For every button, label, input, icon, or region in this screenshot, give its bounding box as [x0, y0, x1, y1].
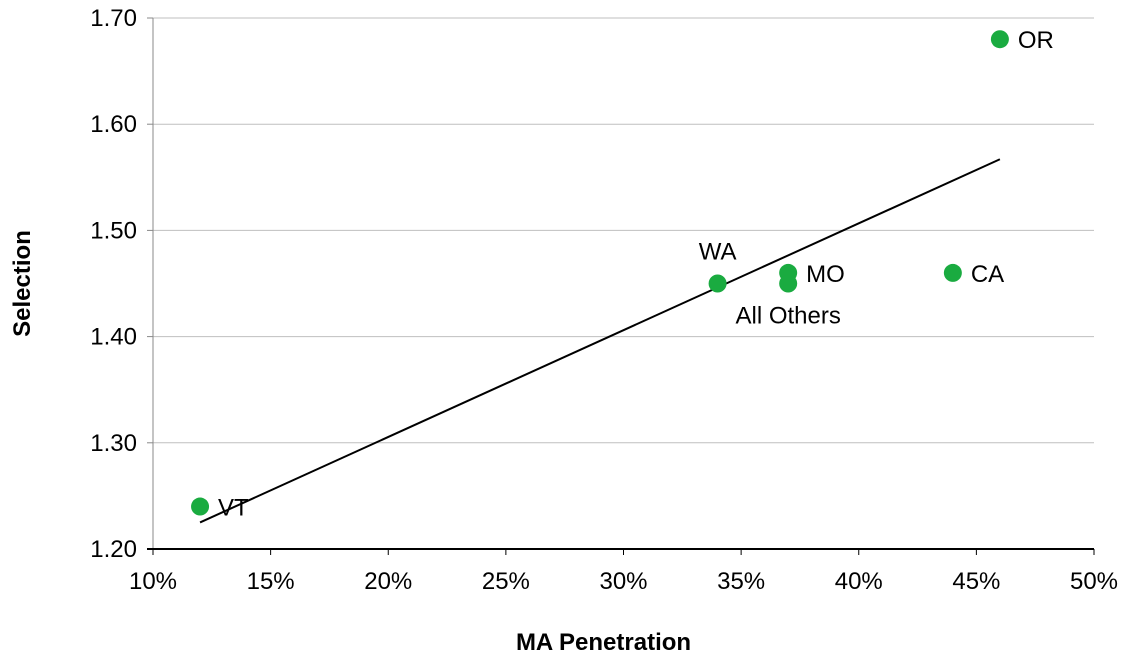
x-tick-labels: 10% 15% 20% 25% 30% 35% 40% 45% 50% — [129, 549, 1118, 595]
x-tick-label: 35% — [717, 568, 765, 595]
data-point-vt — [191, 497, 210, 516]
x-tick-label: 25% — [482, 568, 530, 595]
x-tick-label: 20% — [364, 568, 412, 595]
data-point-or — [990, 30, 1009, 49]
y-tick-label: 1.70 — [90, 5, 137, 32]
trendline — [199, 158, 1001, 524]
x-axis-title: MA Penetration — [516, 629, 691, 656]
data-point-wa — [708, 274, 727, 293]
y-axis-title: Selection — [9, 230, 36, 337]
point-labels: VT WA MO All Others CA OR — [218, 27, 1054, 521]
point-label: All Others — [735, 303, 840, 330]
x-tick-label: 50% — [1070, 568, 1118, 595]
point-label: CA — [971, 261, 1004, 288]
point-label: OR — [1018, 27, 1054, 54]
data-point-ca — [943, 263, 962, 282]
y-tick-label: 1.20 — [90, 536, 137, 563]
point-label: WA — [699, 239, 737, 266]
y-tick-label: 1.30 — [90, 430, 137, 457]
y-tick-label: 1.40 — [90, 324, 137, 351]
x-tick-label: 30% — [599, 568, 647, 595]
x-tick-label: 40% — [835, 568, 883, 595]
gridlines — [147, 17, 1094, 550]
x-tick-label: 15% — [247, 568, 295, 595]
x-tick-label: 10% — [129, 568, 177, 595]
y-tick-labels: 1.20 1.30 1.40 1.50 1.60 1.70 — [90, 5, 137, 563]
data-point-all-others — [779, 274, 798, 293]
data-points — [191, 30, 1009, 516]
x-tick-label: 45% — [952, 568, 1000, 595]
point-label: VT — [218, 495, 249, 522]
y-tick-label: 1.50 — [90, 217, 137, 244]
point-label: MO — [806, 261, 845, 288]
y-tick-label: 1.60 — [90, 111, 137, 138]
